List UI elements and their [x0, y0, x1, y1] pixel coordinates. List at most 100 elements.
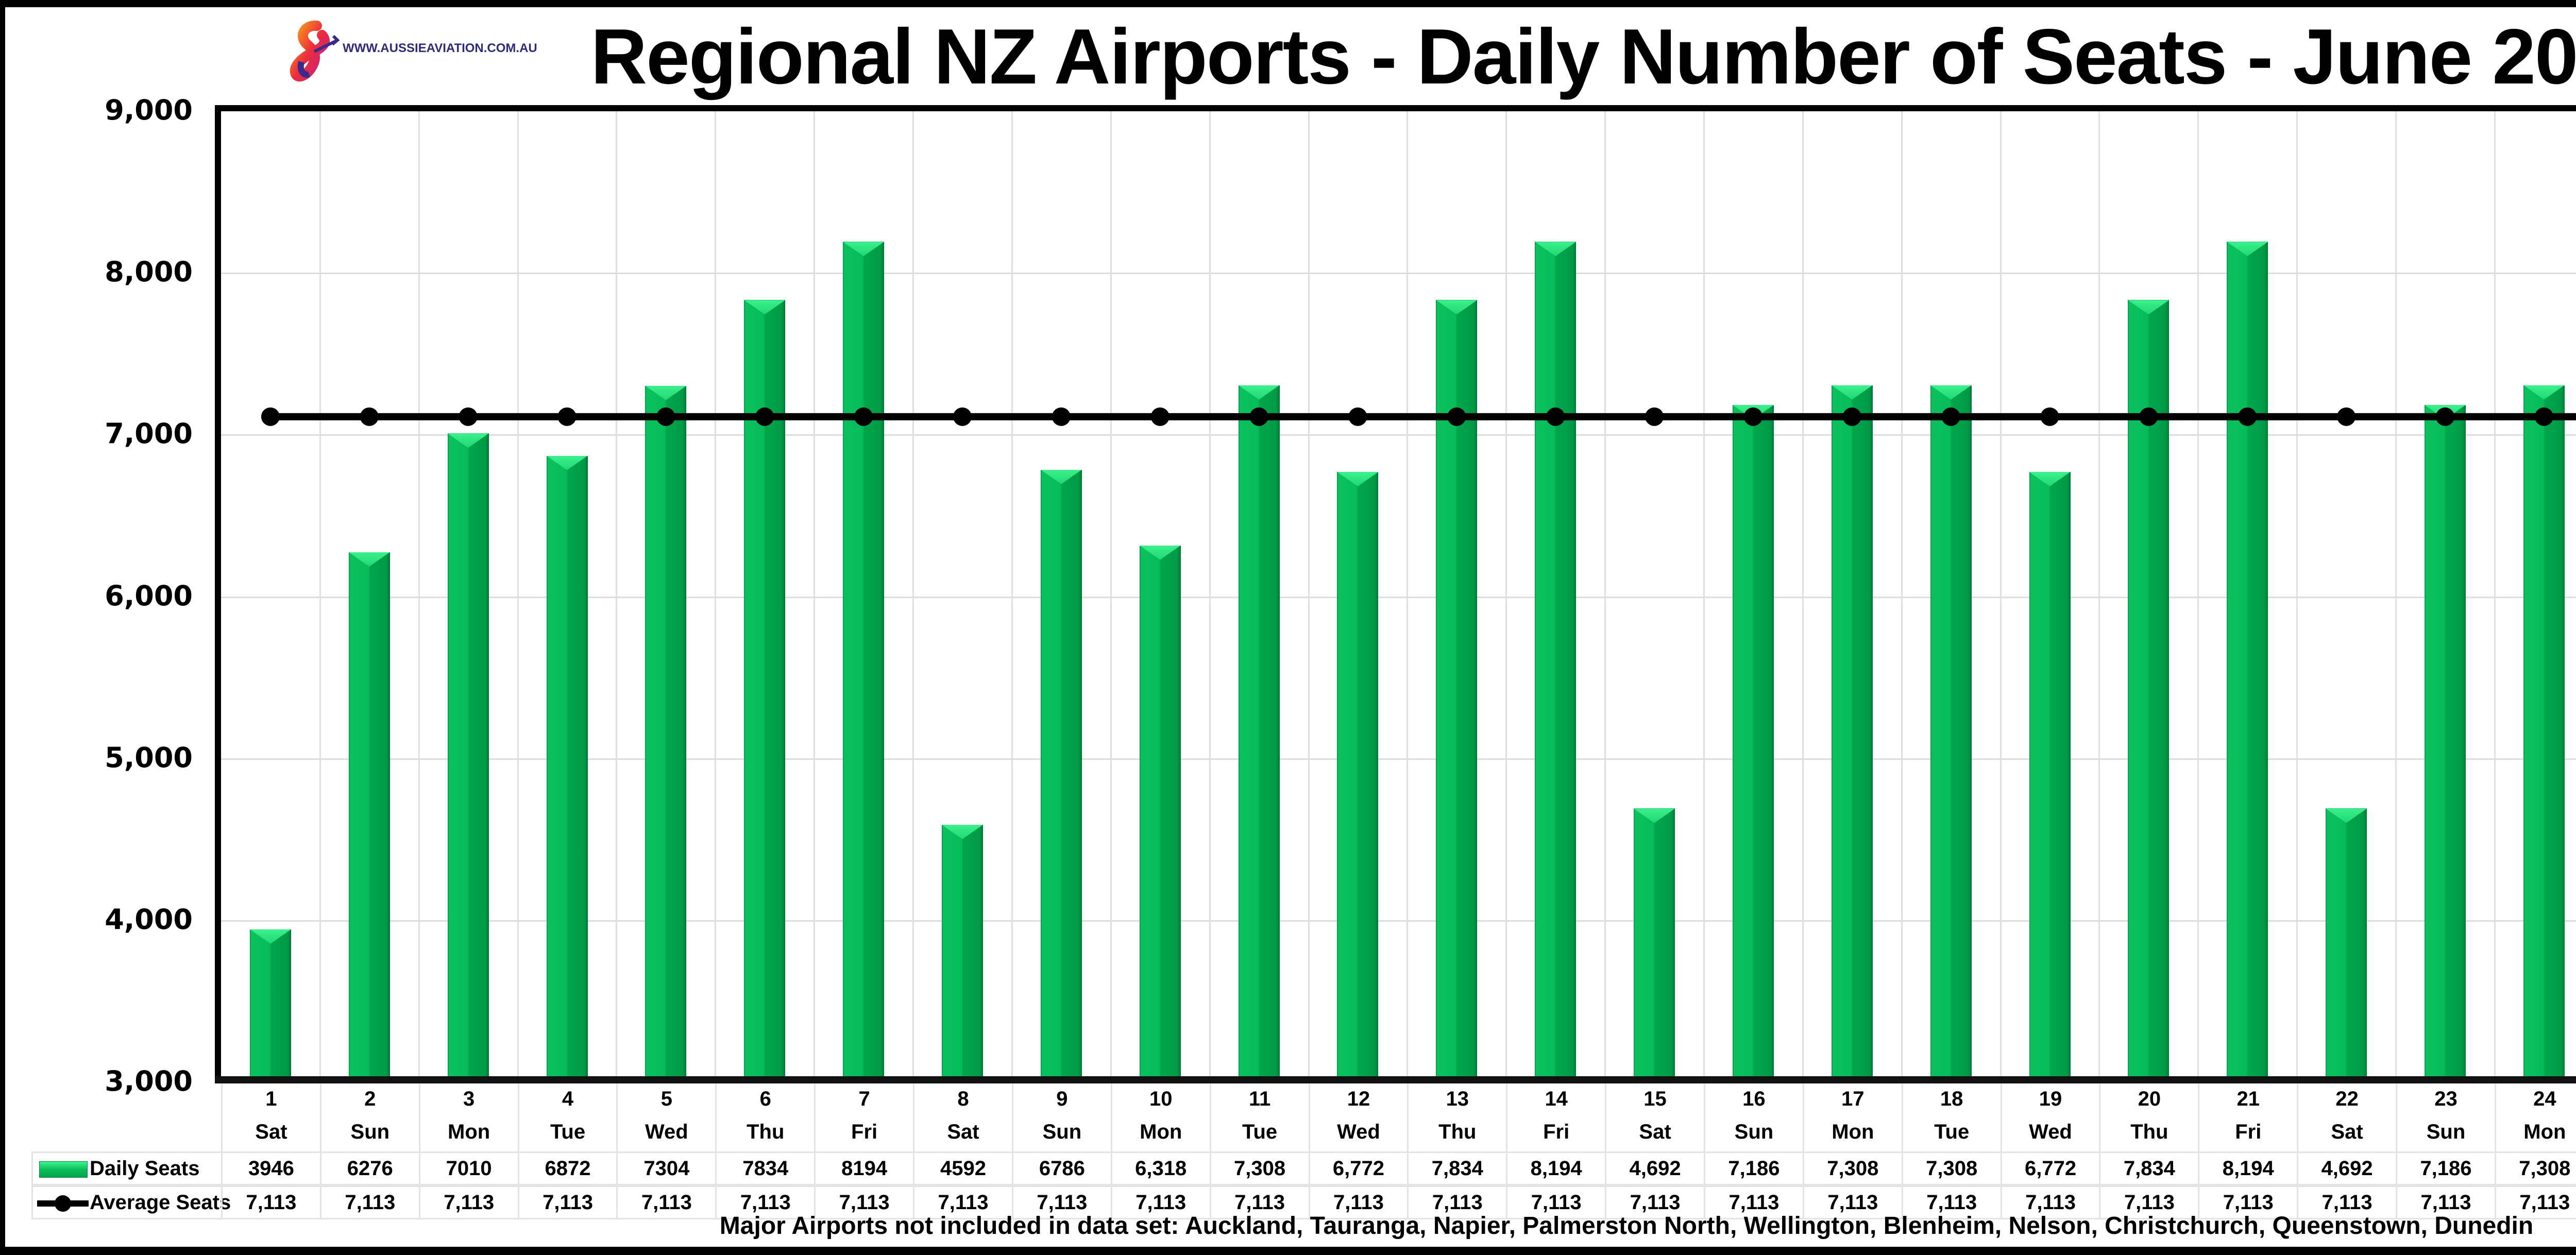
average-marker-icon[interactable] — [1150, 407, 1170, 426]
gridline-vertical — [2494, 111, 2496, 1082]
gridline-vertical — [418, 111, 420, 1082]
bar-daily-seats[interactable] — [843, 242, 885, 1082]
bar-daily-seats[interactable] — [2326, 808, 2367, 1082]
legend-label: Daily Seats — [90, 1157, 200, 1180]
average-marker-icon[interactable] — [2040, 407, 2059, 426]
daily-seats-cell: 6,772 — [2000, 1153, 2099, 1184]
x-axis-category: 9 Sun — [1011, 1083, 1111, 1151]
day-number: 5 — [660, 1088, 672, 1110]
y-axis-tick-label: 6,000 — [105, 579, 193, 612]
bar-daily-seats[interactable] — [942, 824, 983, 1082]
daily-seats-cell: 7010 — [418, 1153, 518, 1184]
x-axis-category: 11 Tue — [1209, 1083, 1309, 1151]
average-marker-icon[interactable] — [2436, 407, 2454, 426]
average-marker-icon[interactable] — [1249, 407, 1268, 426]
day-number: 7 — [858, 1088, 870, 1110]
average-seats-cell: 7,113 — [2198, 1187, 2297, 1218]
weekday: Tue — [550, 1121, 586, 1143]
average-seats-cell: 7,113 — [913, 1187, 1012, 1218]
average-marker-icon[interactable] — [1052, 407, 1071, 426]
aussie-aviation-logo-icon — [290, 21, 340, 82]
bar-daily-seats[interactable] — [2128, 300, 2170, 1082]
average-marker-icon[interactable] — [2337, 407, 2356, 426]
average-seats-cell: 7,113 — [1802, 1187, 1902, 1218]
bar-daily-seats[interactable] — [1535, 242, 1577, 1082]
daily-seats-cell: 8194 — [814, 1153, 913, 1184]
average-marker-icon[interactable] — [360, 407, 379, 426]
bar-daily-seats[interactable] — [1831, 385, 1873, 1082]
bar-daily-seats[interactable] — [744, 300, 786, 1082]
average-marker-icon[interactable] — [2238, 407, 2257, 426]
average-marker-icon[interactable] — [1645, 407, 1664, 426]
day-number: 2 — [364, 1088, 376, 1110]
gridline-horizontal — [221, 920, 2576, 922]
average-seats-cell: 7,113 — [1506, 1187, 1605, 1218]
footnote: Major Airports not included in data set:… — [719, 1212, 2534, 1240]
bar-daily-seats[interactable] — [1139, 545, 1181, 1082]
bar-daily-seats[interactable] — [1634, 808, 1675, 1082]
x-axis-category: 24 Mon — [2494, 1083, 2576, 1151]
average-marker-icon[interactable] — [656, 407, 675, 426]
average-marker-icon[interactable] — [2534, 407, 2553, 426]
gridline-vertical — [912, 111, 914, 1082]
bar-daily-seats[interactable] — [546, 455, 588, 1082]
day-number: 10 — [1149, 1088, 1173, 1110]
x-axis-category: 5 Wed — [616, 1083, 715, 1151]
x-axis-category: 4 Tue — [517, 1083, 617, 1151]
bar-daily-seats[interactable] — [1732, 404, 1774, 1082]
daily-seats-cell: 6872 — [517, 1153, 617, 1184]
gridline-vertical — [1999, 111, 2002, 1082]
average-marker-icon[interactable] — [953, 407, 972, 426]
bar-daily-seats[interactable] — [1436, 300, 1478, 1082]
gridline-vertical — [1209, 111, 1211, 1082]
gridline-vertical — [1802, 111, 1804, 1082]
bar-daily-seats[interactable] — [1238, 385, 1280, 1082]
average-marker-icon[interactable] — [854, 407, 873, 426]
average-marker-icon[interactable] — [1546, 407, 1565, 426]
y-axis-tick-label: 9,000 — [105, 94, 193, 126]
x-axis-category: 15 Sat — [1605, 1083, 1704, 1151]
average-marker-icon[interactable] — [1941, 407, 1960, 426]
average-marker-icon[interactable] — [261, 407, 280, 426]
y-axis-tick-label: 4,000 — [105, 903, 193, 936]
x-axis-category: 7 Fri — [814, 1083, 913, 1151]
average-marker-icon[interactable] — [1447, 407, 1466, 426]
average-marker-icon[interactable] — [557, 407, 577, 426]
average-marker-icon[interactable] — [1743, 407, 1762, 426]
y-axis-tick-label: 5,000 — [105, 741, 193, 774]
average-marker-icon[interactable] — [1348, 407, 1367, 426]
chart-title: Regional NZ Airports - Daily Number of S… — [590, 13, 2576, 100]
x-axis-category: 3 Mon — [418, 1083, 518, 1151]
x-axis-category: 23 Sun — [2396, 1083, 2495, 1151]
bar-daily-seats[interactable] — [348, 552, 390, 1082]
bar-daily-seats[interactable] — [2029, 471, 2071, 1082]
bar-daily-seats[interactable] — [645, 385, 687, 1082]
average-marker-icon[interactable] — [755, 407, 774, 426]
bar-daily-seats[interactable] — [1040, 469, 1082, 1082]
daily-seats-cell: 7,308 — [1802, 1153, 1902, 1184]
average-seats-cell: 7,113 — [418, 1187, 518, 1218]
bar-daily-seats[interactable] — [249, 929, 291, 1082]
gridline-vertical — [1110, 111, 1112, 1082]
daily-seats-cell: 6276 — [319, 1153, 419, 1184]
bar-daily-seats[interactable] — [1337, 471, 1379, 1082]
day-number: 1 — [265, 1088, 277, 1110]
weekday: Sat — [947, 1121, 979, 1143]
gridline-vertical — [1406, 111, 1409, 1082]
average-marker-icon[interactable] — [1842, 407, 1861, 426]
gridline-vertical — [1011, 111, 1013, 1082]
average-marker-icon[interactable] — [459, 407, 478, 426]
bar-daily-seats[interactable] — [1930, 385, 1972, 1082]
bar-daily-seats[interactable] — [2425, 404, 2466, 1082]
bar-daily-seats[interactable] — [447, 433, 489, 1082]
average-seats-cell: 7,113 — [2396, 1187, 2495, 1218]
weekday: Fri — [851, 1121, 878, 1143]
average-marker-icon[interactable] — [2139, 407, 2158, 426]
bar-daily-seats[interactable] — [2523, 385, 2565, 1082]
logo-url-text: WWW.AUSSIEAVIATION.COM.AU — [343, 41, 537, 55]
average-seats-cell: 7,113 — [1605, 1187, 1704, 1218]
bar-daily-seats[interactable] — [2227, 242, 2268, 1082]
daily-seats-cell: 6,318 — [1110, 1153, 1210, 1184]
gridline-horizontal — [221, 758, 2576, 760]
average-seats-cell: 7,113 — [1110, 1187, 1210, 1218]
